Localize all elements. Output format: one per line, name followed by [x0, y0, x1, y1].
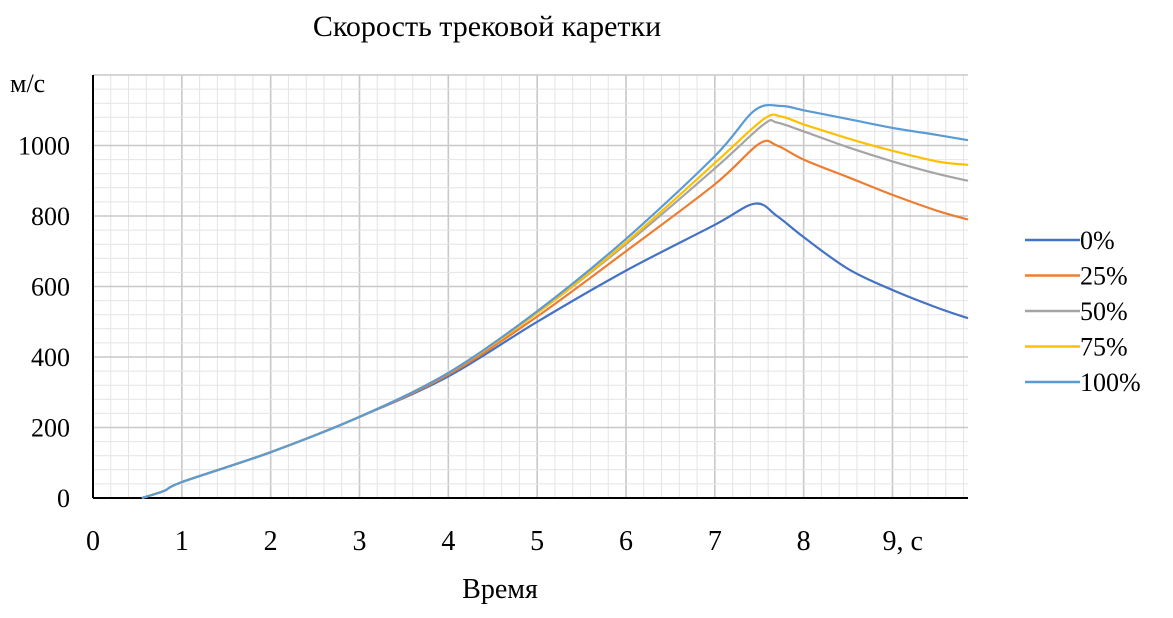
x-tick-label: 7 [708, 526, 722, 557]
y-tick-label: 600 [31, 273, 70, 302]
y-tick-label: 1000 [18, 132, 70, 161]
axes [92, 75, 968, 499]
y-tick-label: 400 [31, 343, 70, 372]
x-tick-labels: 0 1 2 3 4 5 6 7 8 9, с [86, 526, 923, 557]
x-tick-label: 2 [264, 526, 278, 557]
series-line-100-pct [141, 103, 969, 500]
x-tick-label: 4 [441, 526, 455, 557]
legend-label: 50% [1080, 297, 1128, 326]
y-tick-label: 200 [31, 414, 70, 443]
chart-title: Скорость трековой каретки [313, 10, 661, 43]
x-tick-label: 0 [86, 526, 100, 557]
series-lines [141, 103, 969, 500]
y-tick-label: 800 [31, 202, 70, 231]
x-tick-label: 9, с [882, 526, 922, 557]
legend-label: 100% [1080, 368, 1141, 397]
grid [92, 74, 968, 499]
x-axis-label: Время [462, 574, 538, 605]
y-tick-labels: 0 200 400 600 800 1000 [18, 132, 70, 514]
legend-label: 25% [1080, 262, 1128, 291]
y-tick-label: 0 [57, 484, 70, 513]
x-tick-label: 3 [352, 526, 366, 557]
x-tick-label: 6 [619, 526, 633, 557]
x-tick-label: 8 [797, 526, 811, 557]
legend-label: 75% [1080, 333, 1128, 362]
x-tick-label: 1 [175, 526, 189, 557]
legend-label: 0% [1080, 226, 1115, 255]
x-tick-label: 5 [530, 526, 544, 557]
y-axis-label: м/с [10, 69, 45, 98]
legend: 0% 25% 50% 75% 100% [1025, 226, 1141, 397]
